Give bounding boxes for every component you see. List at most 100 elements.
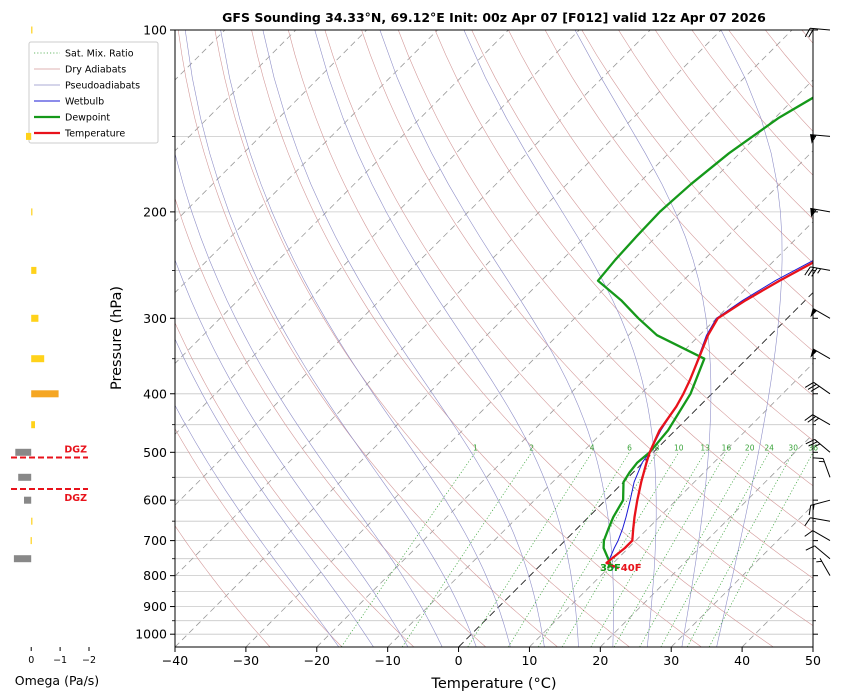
barb-flag [810,308,818,318]
barb-half [818,460,825,463]
omega-bar [18,473,32,481]
omega-bar [15,448,32,456]
legend-entry: Dewpoint [65,113,110,124]
barb-full [804,266,811,276]
dry-adiabat-line [214,30,630,647]
wind-barb [808,499,831,516]
mixing-ratio-line [686,452,794,647]
surface-temperature-label: 40F [621,563,642,574]
omega-bar [26,132,32,140]
y-tick-label: 600 [143,493,167,508]
y-tick-label: 800 [143,568,167,583]
legend-entry: Wetbulb [65,97,104,108]
mixing-ratio-label: 1 [473,443,478,452]
mixing-ratio-lines [341,452,813,647]
omega-tick-label: −2 [82,655,96,666]
dry-adiabat-line [508,30,813,396]
barb-full [807,383,817,390]
barb-staff [810,207,831,213]
mixing-ratio-label: 24 [764,443,774,452]
omega-bar [13,555,32,563]
wind-barb [805,545,831,560]
mixing-ratio-line [508,452,630,647]
omega-bar [31,390,59,398]
omega-axis-label: Omega (Pa/s) [15,673,99,688]
legend-entry: Pseudoadiabats [65,81,140,92]
barb-half [814,443,821,447]
barb-staff [814,545,831,560]
omega-bar [31,266,37,274]
x-tick-label: 0 [455,653,463,668]
barb-staff [812,530,831,542]
legend-entry: Dry Adiabats [65,65,126,76]
wind-barb [810,134,831,144]
pseudoadiabat-line [463,30,657,647]
dry-adiabat-lines [175,30,813,647]
dgz-label: DGZ [64,493,87,504]
pseudoadiabat-line [262,30,545,647]
x-axis: −40 −30 −20 −10 0 10 20 30 40 50 [162,647,821,668]
pseudoadiabat-lines [175,30,783,647]
x-tick-label: 20 [592,653,608,668]
wind-barb [805,438,831,453]
x-tick-label: −30 [233,653,259,668]
dry-adiabat-line [175,428,343,647]
barb-full [804,28,811,38]
legend-entry: Temperature [64,129,125,140]
pseudoadiabat-line [175,152,443,647]
pseudoadiabat-line [379,30,614,647]
isotherm-line [387,221,813,647]
isotherm-lines [175,30,813,647]
y-axis: 1000 900 800 700 600 500 400 300 200 100 [135,23,818,642]
y-tick-label: 300 [143,311,167,326]
barb-full [808,505,812,516]
omega-bar [31,421,35,429]
barb-half [812,209,817,215]
barb-full [807,267,815,276]
isotherm-line [529,362,813,647]
barb-full [808,28,815,38]
barb-flag [810,348,818,358]
barb-full [805,438,815,445]
wind-barb [804,381,831,395]
y-tick-label: 500 [143,445,167,460]
isotherm-line [175,30,793,647]
pseudoadiabat-line [574,30,712,647]
y-axis-label: Pressure (hPa) [109,286,125,390]
mixing-ratio-line [708,452,813,647]
mixing-ratio-label: 20 [745,443,755,452]
dry-adiabat-line [288,30,774,647]
sounding-profiles [596,96,813,570]
omega-bar [24,496,32,504]
x-tick-label: −10 [374,653,400,668]
dry-adiabat-line [434,30,813,487]
x-tick-label: −20 [304,653,330,668]
isotherm-line [600,433,813,647]
barb-flag [810,208,816,218]
wind-barb [804,517,831,527]
barb-half [817,268,822,274]
dewpoint-profile [596,96,813,569]
barb-half [812,134,817,141]
omega-bar [31,26,33,34]
mixing-ratio-label: 8 [655,443,660,452]
barb-full [811,267,818,277]
x-tick-label: 30 [663,653,679,668]
dry-adiabat-line [324,30,813,626]
barb-full [804,414,813,421]
omega-bar [31,314,39,322]
pseudoadiabat-line [175,338,374,647]
x-axis-label: Temperature (°C) [430,676,556,692]
barb-staff [810,134,831,137]
wind-barb [810,348,831,360]
wind-barb [804,27,831,38]
legend: Sat. Mix. Ratio Dry Adiabats Pseudoadiabat… [28,41,159,144]
wind-barb [816,558,831,576]
dry-adiabat-line [398,30,813,533]
isotherm-line [316,150,813,647]
wind-barb [804,266,831,277]
y-tick-label: 900 [143,599,167,614]
mixing-ratio-line [613,452,727,647]
x-tick-label: 50 [805,653,821,668]
x-tick-label: 40 [734,653,750,668]
